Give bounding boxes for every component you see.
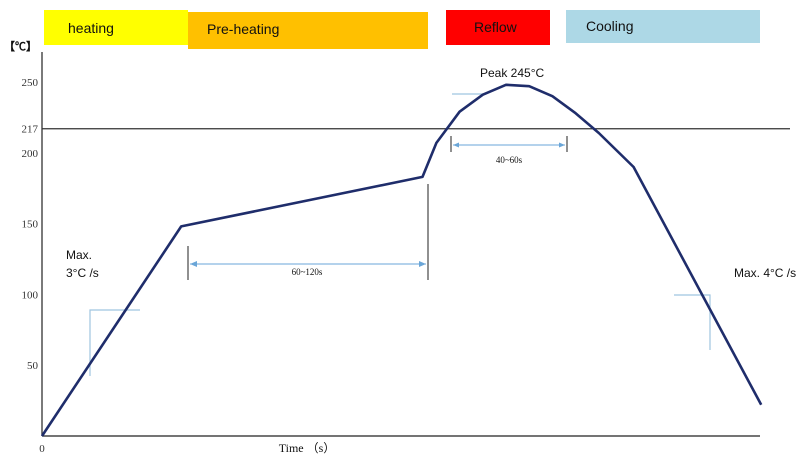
phase-label-reflow: Reflow [474,19,518,35]
y-axis-ticks: 50 100 150 200 217 250 [22,77,39,372]
profile-series [40,83,763,437]
phase-bar-preheating [188,12,428,49]
rise-rate-annotation: Max. 3°C /s [66,248,99,280]
y-axis-unit: 【℃】 [4,40,37,53]
preheat-span: 60~120s [187,184,429,280]
reflow-span: 40~60s [450,136,568,165]
phase-label-cooling: Cooling [586,18,633,34]
phase-header: heating Pre-heating Reflow Cooling [44,10,760,49]
y-tick-label-250: 250 [22,77,39,89]
rise-rate-bracket [89,309,140,376]
phase-label-preheating: Pre-heating [207,21,279,37]
y-tick-label-150: 150 [22,219,39,231]
y-tick-label-217: 217 [22,124,39,136]
phase-bar-reflow [446,10,550,45]
reflow-arrow-head-right [559,142,565,148]
phase-bar-heating [44,10,188,45]
y-tick-label-200: 200 [22,148,39,160]
y-tick-label-50: 50 [27,360,39,372]
preheat-arrow-head-right [419,261,426,267]
phase-bar-cooling [566,10,760,43]
x-tick-label-0: 0 [39,443,45,455]
profile-line [40,83,763,437]
cool-rate-annotation: Max. 4°C /s [734,266,796,280]
peak-annotation: Peak 245°C [480,66,545,80]
y-tick-label-100: 100 [22,289,39,301]
preheat-span-label: 60~120s [292,267,323,277]
reflow-span-label: 40~60s [496,155,523,165]
x-axis-title: Time （s） [279,441,336,455]
phase-label-heating: heating [68,20,114,36]
cool-rate-bracket [674,294,711,350]
preheat-arrow-head-left [190,261,197,267]
reflow-arrow-head-left [453,142,459,148]
